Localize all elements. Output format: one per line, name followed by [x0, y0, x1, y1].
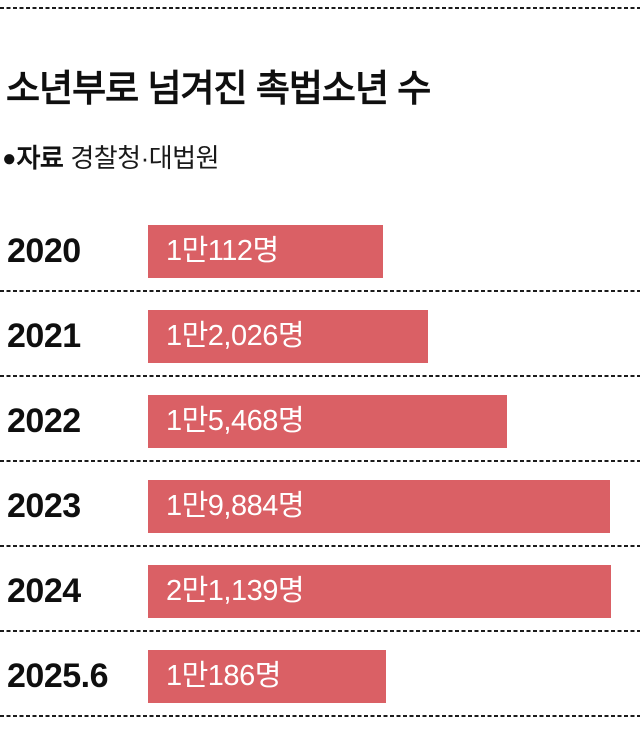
- bar-row: 2024 2만1,139명: [0, 565, 640, 650]
- bar-row: 2025.6 1만186명: [0, 650, 640, 735]
- bar-rows: 2020 1만112명 2021 1만2,026명 2022 1만5,468명 2023 1만…: [0, 225, 640, 735]
- year-label: 2024: [7, 572, 81, 610]
- row-dashed-divider: [0, 290, 640, 292]
- year-label: 2023: [7, 487, 81, 525]
- row-dashed-divider: [0, 460, 640, 462]
- value-bar: 2만1,139명: [148, 565, 611, 618]
- top-dashed-divider: [0, 7, 640, 9]
- year-label: 2021: [7, 317, 81, 355]
- row-dashed-divider: [0, 630, 640, 632]
- year-label: 2025.6: [7, 657, 109, 695]
- row-dashed-divider: [0, 545, 640, 547]
- bar-row: 2021 1만2,026명: [0, 310, 640, 395]
- bar-row: 2022 1만5,468명: [0, 395, 640, 480]
- chart-title: 소년부로 넘겨진 촉법소년 수: [6, 68, 431, 109]
- bar-value-label: 1만186명: [166, 660, 281, 692]
- year-label: 2022: [7, 402, 81, 440]
- value-bar: 1만112명: [148, 225, 383, 278]
- bar-value-label: 1만2,026명: [166, 320, 305, 352]
- bar-row: 2020 1만112명: [0, 225, 640, 310]
- bar-value-label: 1만112명: [166, 235, 279, 267]
- source-label: 자료: [16, 143, 64, 173]
- bar-value-label: 2만1,139명: [166, 575, 305, 607]
- bar-value-label: 1만5,468명: [166, 405, 305, 437]
- row-dashed-divider: [0, 375, 640, 377]
- value-bar: 1만186명: [148, 650, 386, 703]
- row-dashed-divider: [0, 715, 640, 717]
- source-bullet-icon: ●: [2, 145, 17, 172]
- bar-value-label: 1만9,884명: [166, 490, 305, 522]
- value-bar: 1만2,026명: [148, 310, 428, 363]
- value-bar: 1만5,468명: [148, 395, 507, 448]
- year-label: 2020: [7, 232, 81, 270]
- chart-source: ●자료 경찰청·대법원: [2, 138, 220, 175]
- value-bar: 1만9,884명: [148, 480, 610, 533]
- bar-row: 2023 1만9,884명: [0, 480, 640, 565]
- source-value: 경찰청·대법원: [70, 143, 220, 173]
